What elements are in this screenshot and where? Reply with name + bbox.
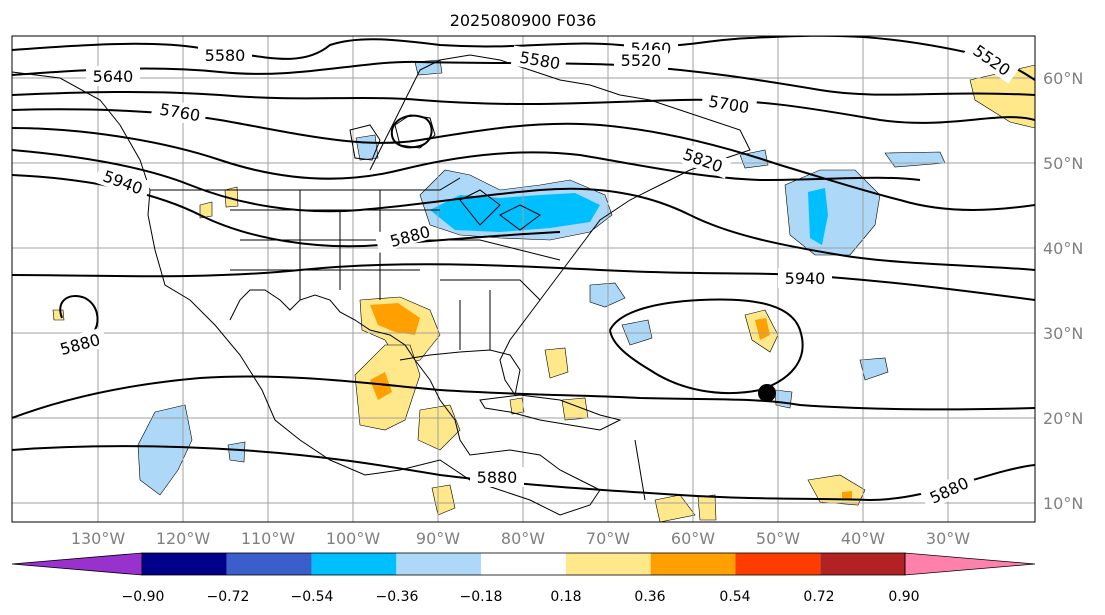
lat-label: 20°N xyxy=(1043,409,1083,428)
contour-label: 5580 xyxy=(205,46,246,65)
colorbar-tick-label: 0.90 xyxy=(888,589,919,605)
map-title: 2025080900 F036 xyxy=(450,11,597,30)
colorbar-segment xyxy=(226,553,312,575)
colorbar-tick-label: −0.72 xyxy=(207,589,250,605)
lon-label: 40°W xyxy=(841,529,885,548)
colorbar-tick-label: 0.18 xyxy=(550,589,581,605)
lon-label: 50°W xyxy=(756,529,800,548)
colorbar-segment xyxy=(735,553,821,575)
lon-label: 90°W xyxy=(416,529,460,548)
colorbar-segment xyxy=(311,553,397,575)
contour-label: 5880 xyxy=(477,468,518,487)
lat-label: 40°N xyxy=(1043,239,1083,258)
latitude-labels: 60°N 50°N 40°N 30°N 20°N 10°N xyxy=(1043,69,1083,513)
colorbar-tick-label: −0.18 xyxy=(460,589,503,605)
contour-label: 5640 xyxy=(93,67,134,86)
lat-label: 30°N xyxy=(1043,324,1083,343)
lon-label: 70°W xyxy=(586,529,630,548)
lon-label: 130°W xyxy=(71,529,126,548)
contour-labels: 5580 5640 5760 5940 5880 5880 5580 5460 … xyxy=(50,36,1020,511)
lon-label: 120°W xyxy=(156,529,211,548)
colorbar-segment xyxy=(142,553,227,575)
lat-label: 60°N xyxy=(1043,69,1083,88)
lon-label: 110°W xyxy=(241,529,296,548)
lon-label: 100°W xyxy=(326,529,381,548)
colorbar-tick-label: −0.90 xyxy=(122,589,165,605)
storm-marker xyxy=(758,384,776,402)
colorbar-segment xyxy=(481,553,566,575)
colorbar-segment xyxy=(396,553,482,575)
colorbar-segment xyxy=(565,553,651,575)
colorbar-ticks: −0.90 −0.72 −0.54 −0.36 −0.18 0.18 0.36 … xyxy=(122,589,920,605)
colorbar-tick-label: −0.54 xyxy=(291,589,334,605)
lon-label: 80°W xyxy=(501,529,545,548)
map-frame xyxy=(11,35,1036,523)
lat-label: 50°N xyxy=(1043,154,1083,173)
colorbar-tick-label: 0.72 xyxy=(803,589,834,605)
colorbar-segment xyxy=(820,553,905,575)
lon-label: 60°W xyxy=(671,529,715,548)
colorbar-tick-label: 0.36 xyxy=(634,589,665,605)
lon-label: 30°W xyxy=(926,529,970,548)
colorbar-frame xyxy=(141,552,906,576)
contour-label: 5520 xyxy=(621,51,662,70)
colorbar xyxy=(11,552,1036,576)
longitude-labels: 130°W 120°W 110°W 100°W 90°W 80°W 70°W 6… xyxy=(71,529,970,548)
colorbar-extend-high xyxy=(904,552,1036,576)
colorbar-tick-label: 0.54 xyxy=(719,589,750,605)
colorbar-extend-low xyxy=(11,552,143,576)
colorbar-segment xyxy=(650,553,736,575)
contour-label: 5940 xyxy=(785,269,826,288)
lat-label: 10°N xyxy=(1043,494,1083,513)
colorbar-tick-label: −0.36 xyxy=(376,589,419,605)
